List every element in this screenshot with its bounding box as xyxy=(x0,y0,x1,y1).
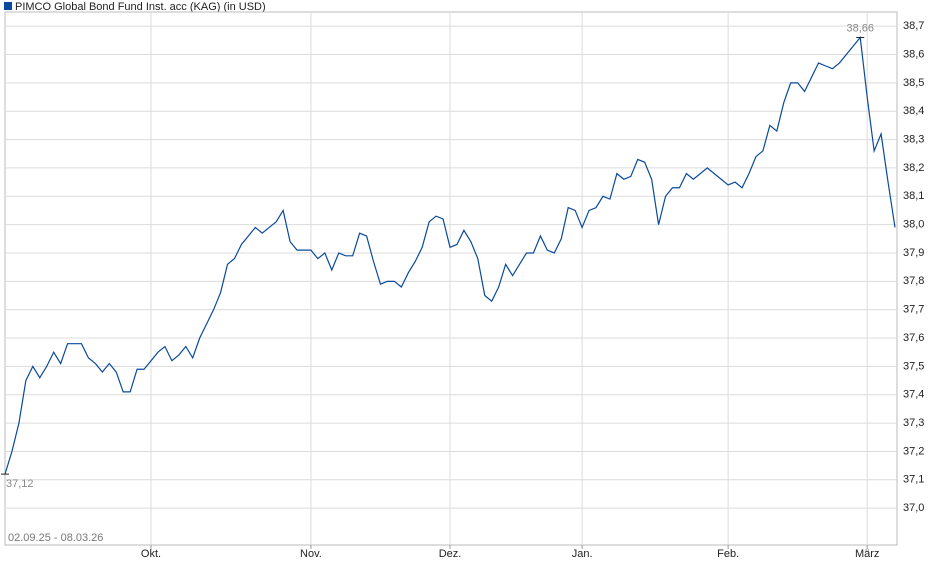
y-tick-label: 37,7 xyxy=(903,304,924,316)
y-tick-label: 37,3 xyxy=(903,417,924,429)
y-tick-label: 37,5 xyxy=(903,360,924,372)
y-tick-label: 37,2 xyxy=(903,445,924,457)
y-tick-label: 38,2 xyxy=(903,162,924,174)
y-tick-label: 37,4 xyxy=(903,389,924,401)
y-tick-label: 38,5 xyxy=(903,77,924,89)
price-line xyxy=(4,36,896,475)
x-tick-label: März xyxy=(855,548,879,560)
y-tick-label: 38,6 xyxy=(903,48,924,60)
y-tick-label: 38,4 xyxy=(903,105,924,117)
y-tick-label: 37,1 xyxy=(903,474,924,486)
date-range: 02.09.25 - 08.03.26 xyxy=(8,532,103,544)
y-tick-label: 38,1 xyxy=(903,190,924,202)
y-tick-label: 37,0 xyxy=(903,502,924,514)
y-tick-label: 37,6 xyxy=(903,332,924,344)
x-tick-label: Dez. xyxy=(439,548,462,560)
value-label: 37,12 xyxy=(6,478,34,490)
legend-swatch xyxy=(4,2,12,10)
y-tick-label: 38,0 xyxy=(903,219,924,231)
value-label: 38,66 xyxy=(846,22,874,34)
x-tick-label: Nov. xyxy=(300,548,322,560)
x-tick-label: Jan. xyxy=(572,548,593,560)
y-tick-label: 38,7 xyxy=(903,20,924,32)
legend-label: PIMCO Global Bond Fund Inst. acc (KAG) (… xyxy=(15,1,266,13)
x-tick-label: Okt. xyxy=(141,548,161,560)
y-tick-label: 37,8 xyxy=(903,275,924,287)
plot-frame xyxy=(4,11,898,546)
y-tick-label: 38,3 xyxy=(903,133,924,145)
x-tick-label: Feb. xyxy=(717,548,739,560)
y-tick-label: 37,9 xyxy=(903,247,924,259)
